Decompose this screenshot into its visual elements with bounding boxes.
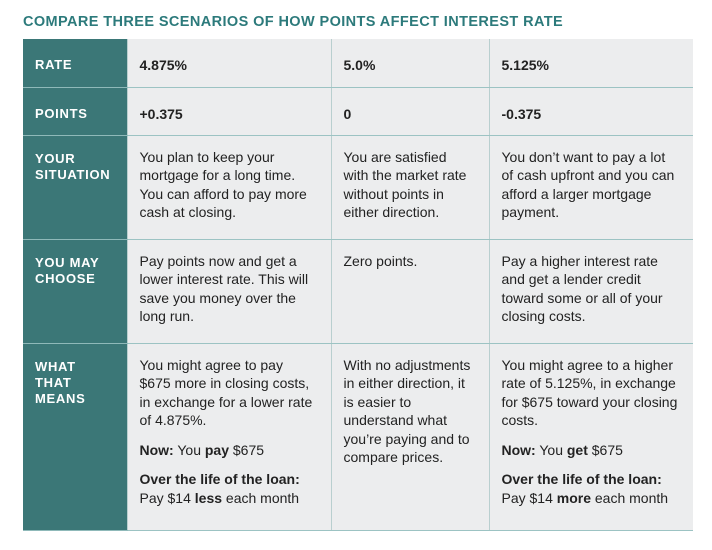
now-amount: $675 xyxy=(587,441,623,458)
means-cell-scenario-2: With no adjustments in either direction,… xyxy=(330,343,489,531)
life-suffix: each month xyxy=(222,489,300,506)
points-cell-scenario-1: +0.375 xyxy=(126,87,331,136)
life-text: Pay $14 xyxy=(501,489,557,506)
points-row-header: POINTS xyxy=(23,87,127,136)
choose-row: YOU MAY CHOOSE Pay points now and get a … xyxy=(23,239,693,344)
now-label: Now: xyxy=(501,441,536,458)
means-description: You might agree to a higher rate of 5.12… xyxy=(501,356,678,429)
situation-cell-scenario-3: You don’t want to pay a lot of cash upfr… xyxy=(488,135,693,240)
situation-row-header: YOUR SITUATION xyxy=(23,135,127,240)
means-cell-scenario-3: You might agree to a higher rate of 5.12… xyxy=(488,343,693,531)
life-line: Pay $14 less each month xyxy=(140,489,317,508)
now-amount: $675 xyxy=(229,441,265,458)
life-emphasis: less xyxy=(194,489,223,506)
choose-cell-scenario-3: Pay a higher interest rate and get a len… xyxy=(488,239,693,344)
now-emphasis: get xyxy=(566,441,588,458)
rate-row: RATE 4.875% 5.0% 5.125% xyxy=(23,39,693,88)
means-description: You might agree to pay $675 more in clos… xyxy=(139,356,313,429)
now-text: You xyxy=(535,441,567,458)
choose-cell-scenario-1: Pay points now and get a lower interest … xyxy=(126,239,331,344)
rate-row-header: RATE xyxy=(23,39,127,88)
now-emphasis: pay xyxy=(204,441,229,458)
now-text: You xyxy=(173,441,205,458)
rate-cell-scenario-3: 5.125% xyxy=(488,39,693,88)
life-label: Over the life of the loan: xyxy=(139,471,300,487)
life-text: Pay $14 xyxy=(139,489,195,506)
life-label: Over the life of the loan: xyxy=(501,471,662,487)
scenario-comparison-table: RATE 4.875% 5.0% 5.125% POINTS +0.375 0 … xyxy=(23,39,693,531)
means-row-header: WHAT THAT MEANS xyxy=(23,343,127,531)
life-emphasis: more xyxy=(556,489,591,506)
now-line: Now: You pay $675 xyxy=(140,441,317,460)
now-label: Now: xyxy=(139,441,174,458)
situation-cell-scenario-1: You plan to keep your mortgage for a lon… xyxy=(126,135,331,240)
rate-cell-scenario-2: 5.0% xyxy=(330,39,489,88)
situation-row: YOUR SITUATION You plan to keep your mor… xyxy=(23,135,693,240)
points-row: POINTS +0.375 0 -0.375 xyxy=(23,87,693,136)
page-title: COMPARE THREE SCENARIOS OF HOW POINTS AF… xyxy=(23,14,564,30)
life-line: Pay $14 more each month xyxy=(502,489,680,508)
points-cell-scenario-2: 0 xyxy=(330,87,489,136)
situation-cell-scenario-2: You are satisfied with the market rate w… xyxy=(330,135,489,240)
life-suffix: each month xyxy=(591,489,669,506)
choose-row-header: YOU MAY CHOOSE xyxy=(23,239,127,344)
rate-cell-scenario-1: 4.875% xyxy=(126,39,331,88)
points-cell-scenario-3: -0.375 xyxy=(488,87,693,136)
means-cell-scenario-1: You might agree to pay $675 more in clos… xyxy=(126,343,331,531)
now-line: Now: You get $675 xyxy=(502,441,680,460)
means-row: WHAT THAT MEANS You might agree to pay $… xyxy=(23,343,693,531)
choose-cell-scenario-2: Zero points. xyxy=(330,239,489,344)
